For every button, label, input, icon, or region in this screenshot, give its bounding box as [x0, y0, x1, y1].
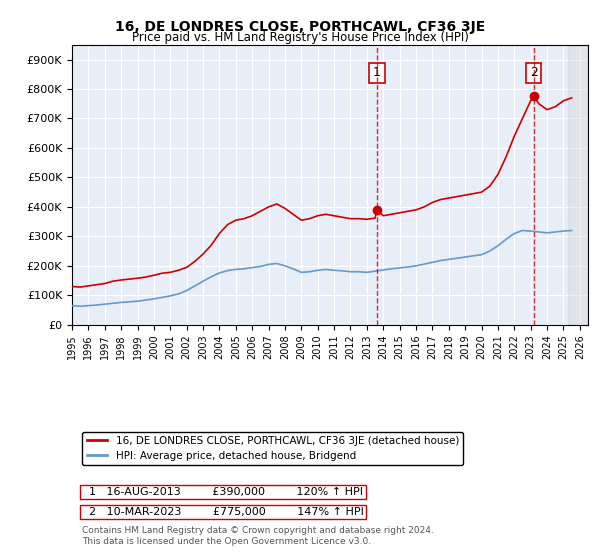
Text: 1: 1	[373, 66, 381, 80]
Text: 2: 2	[530, 66, 538, 80]
Text: 16, DE LONDRES CLOSE, PORTHCAWL, CF36 3JE: 16, DE LONDRES CLOSE, PORTHCAWL, CF36 3J…	[115, 20, 485, 34]
Text: 2   10-MAR-2023         £775,000         147% ↑ HPI: 2 10-MAR-2023 £775,000 147% ↑ HPI	[82, 507, 364, 517]
Text: 1   16-AUG-2013         £390,000         120% ↑ HPI: 1 16-AUG-2013 £390,000 120% ↑ HPI	[82, 487, 364, 497]
Text: Price paid vs. HM Land Registry's House Price Index (HPI): Price paid vs. HM Land Registry's House …	[131, 31, 469, 44]
Bar	[568, 45, 588, 325]
Text: Contains HM Land Registry data © Crown copyright and database right 2024.
This d: Contains HM Land Registry data © Crown c…	[82, 526, 434, 546]
Legend: 16, DE LONDRES CLOSE, PORTHCAWL, CF36 3JE (detached house), HPI: Average price, : 16, DE LONDRES CLOSE, PORTHCAWL, CF36 3J…	[82, 432, 463, 465]
